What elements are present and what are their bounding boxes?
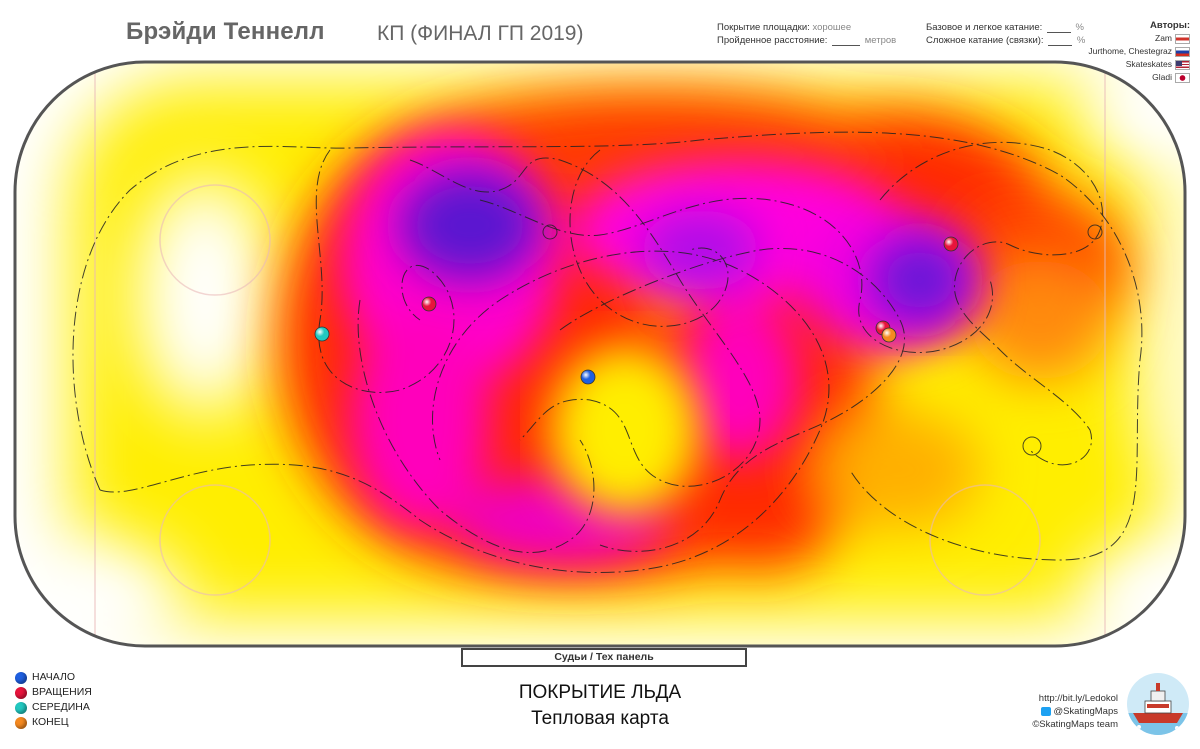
legend-item-spins: ВРАЩЕНИЯ [15, 685, 92, 700]
rink-border [13, 60, 1187, 648]
start-marker [580, 369, 596, 385]
path-markers [314, 236, 959, 385]
rink-markings [94, 70, 1106, 640]
chart-title: ПОКРЫТИЕ ЛЬДА [518, 682, 682, 703]
author-name: Skateskates [1125, 59, 1172, 69]
usa-flag-icon [1175, 59, 1190, 70]
path-loops [542, 224, 1103, 456]
japan-flag-icon [1175, 72, 1190, 83]
coverage-value: хорошее [812, 22, 852, 33]
twitter-icon [1040, 706, 1051, 716]
legend: НАЧАЛО ВРАЩЕНИЯ СЕРЕДИНА КОНЕЦ [15, 670, 92, 730]
spin-marker [943, 236, 959, 252]
complex-skating-stat: Сложное катание (связки): % [926, 35, 1085, 46]
twitter-row[interactable]: @SkatingMaps [1032, 705, 1118, 718]
middle-marker [314, 326, 330, 342]
spin-marker [421, 296, 437, 312]
legend-label: КОНЕЦ [32, 716, 69, 728]
distance-label: Пройденное расстояние: [717, 35, 828, 46]
end-marker [881, 327, 897, 343]
basic-skating-label: Базовое и легкое катание: [926, 22, 1043, 33]
russia-flag-icon [1175, 46, 1190, 57]
heat-center-low [550, 345, 700, 515]
legend-item-middle: СЕРЕДИНА [15, 700, 92, 715]
end-dot-icon [15, 716, 27, 729]
credits-links: http://bit.ly/Ledokol @SkatingMaps ©Skat… [1032, 692, 1118, 731]
author-name: Jurthome, Chestegraz [1088, 46, 1172, 56]
author-row: Zam [1088, 32, 1190, 45]
heatmap [15, 62, 1185, 646]
distance-stat: Пройденное расстояние: метров [717, 35, 896, 46]
chart-subtitle: Тепловая карта [531, 708, 669, 729]
authors-title: Авторы: [1150, 20, 1190, 31]
author-name: Gladi [1152, 72, 1172, 82]
legend-label: СЕРЕДИНА [32, 701, 90, 713]
distance-unit: метров [864, 35, 897, 46]
twitter-handle: @SkatingMaps [1053, 706, 1118, 717]
legend-item-end: КОНЕЦ [15, 715, 92, 730]
legend-label: ВРАЩЕНИЯ [32, 686, 92, 698]
authors-panel: Авторы: Zam Jurthome, Chestegraz Skatesk… [1088, 20, 1190, 84]
coverage-stat: Покрытие площадки: хорошее [717, 22, 851, 33]
icebreaker-logo [1127, 673, 1189, 735]
copyright: ©SkatingMaps team [1032, 719, 1118, 730]
basic-percent: % [1075, 22, 1084, 33]
author-row: Skateskates [1088, 58, 1190, 71]
author-row: Gladi [1088, 71, 1190, 84]
middle-dot-icon [15, 701, 27, 714]
coverage-label: Покрытие площадки: [717, 22, 810, 33]
author-name: Zam [1155, 33, 1172, 43]
icebreaker-ship-icon [1127, 683, 1189, 735]
event-name: КП (ФИНАЛ ГП 2019) [377, 22, 584, 45]
basic-skating-blank [1046, 23, 1071, 33]
ice-rink [13, 60, 1187, 648]
ledokol-link[interactable]: http://bit.ly/Ledokol [1038, 693, 1118, 704]
belarus-flag-icon [1175, 33, 1190, 44]
legend-item-start: НАЧАЛО [15, 670, 92, 685]
spin-dot-icon [15, 686, 27, 699]
distance-blank [832, 36, 861, 46]
heat-layer-max [400, 170, 970, 325]
author-row: Jurthome, Chestegraz [1088, 45, 1190, 58]
skater-name: Брэйди Теннелл [126, 18, 325, 45]
skating-path [72, 131, 1143, 574]
complex-percent: % [1076, 35, 1086, 46]
legend-label: НАЧАЛО [32, 671, 76, 683]
basic-skating-stat: Базовое и легкое катание: % [926, 22, 1084, 33]
complex-skating-blank [1048, 36, 1073, 46]
judges-panel-label: Судьи / Тех панель [461, 648, 747, 667]
start-dot-icon [15, 671, 27, 684]
complex-skating-label: Сложное катание (связки): [926, 35, 1044, 46]
